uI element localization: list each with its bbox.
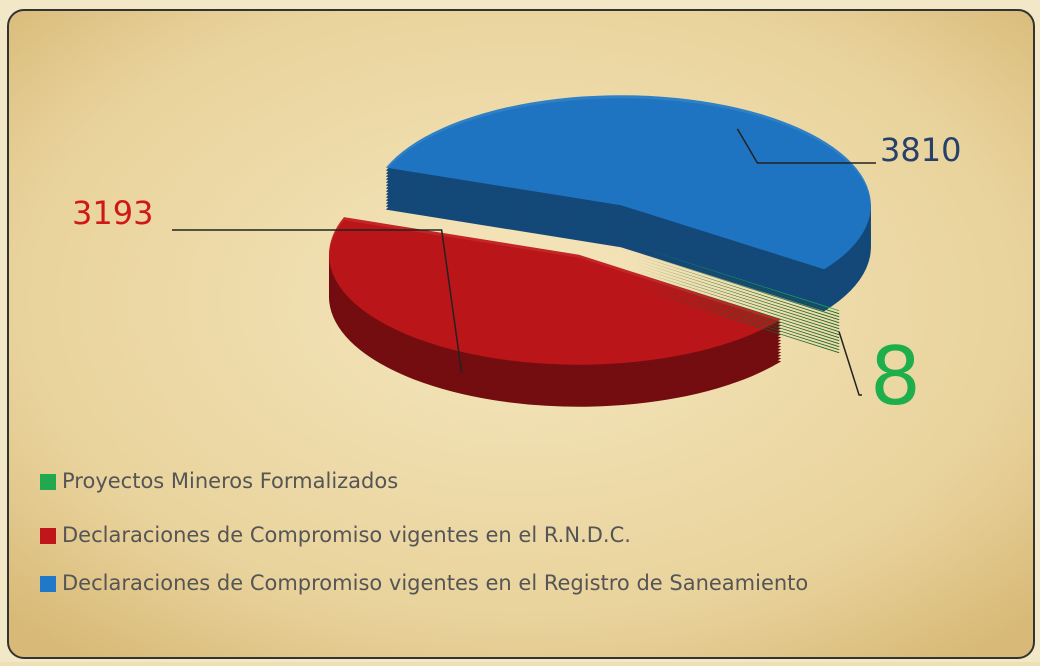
slice-side bbox=[636, 249, 840, 315]
slice-top bbox=[636, 246, 840, 312]
legend-swatch bbox=[40, 576, 56, 592]
slice-side bbox=[636, 252, 840, 318]
leader-line bbox=[172, 229, 463, 373]
legend-label: Declaraciones de Compromiso vigentes en … bbox=[62, 571, 808, 595]
data-label: 3810 bbox=[880, 131, 961, 169]
slice-side bbox=[636, 273, 840, 339]
slice-side bbox=[636, 285, 840, 351]
slice-side bbox=[636, 264, 840, 330]
legend-label: Proyectos Mineros Formalizados bbox=[62, 469, 398, 493]
slice-side bbox=[636, 276, 840, 342]
legend-swatch bbox=[40, 474, 56, 490]
data-label: 3193 bbox=[72, 194, 153, 232]
slice-side bbox=[636, 270, 840, 336]
slice-side bbox=[636, 279, 840, 345]
slice-side bbox=[636, 258, 840, 324]
slice-side bbox=[636, 282, 840, 348]
leader-line bbox=[838, 331, 862, 396]
slice-side bbox=[636, 255, 840, 321]
slice-side bbox=[636, 261, 840, 327]
slice-side bbox=[636, 288, 840, 354]
data-label: 8 bbox=[870, 330, 921, 423]
pie-slice bbox=[385, 95, 871, 312]
leader-line bbox=[736, 128, 876, 164]
slice-top bbox=[385, 95, 871, 270]
slice-side bbox=[636, 267, 840, 333]
legend-swatch bbox=[40, 528, 56, 544]
pie-slice bbox=[328, 217, 782, 407]
legend-label: Declaraciones de Compromiso vigentes en … bbox=[62, 523, 631, 547]
pie-slice bbox=[636, 246, 840, 354]
slice-top bbox=[328, 217, 782, 365]
